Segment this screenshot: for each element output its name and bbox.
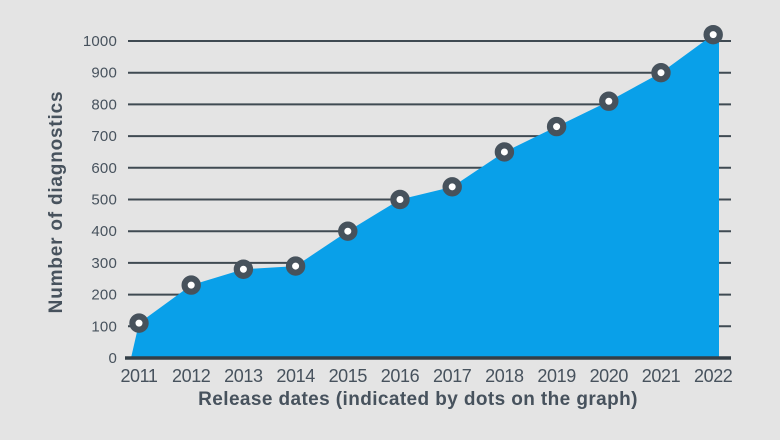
y-tick-label-700: 700	[91, 128, 117, 145]
y-tick-label-300: 300	[91, 255, 117, 272]
x-tick-label-2015: 2015	[329, 366, 368, 386]
x-tick-label-2017: 2017	[433, 366, 472, 386]
y-tick-label-400: 400	[91, 223, 117, 240]
x-tick-label-2013: 2013	[224, 366, 263, 386]
area-fill	[131, 30, 719, 359]
y-tick-label-900: 900	[91, 65, 117, 82]
x-tick-label-2022: 2022	[694, 366, 733, 386]
x-tick-label-2016: 2016	[381, 366, 420, 386]
data-point-markers	[129, 24, 723, 333]
data-point-2013	[233, 259, 254, 279]
y-tick-label-0: 0	[108, 350, 117, 367]
x-tick-label-2021: 2021	[642, 366, 681, 386]
x-tick-label-2012: 2012	[172, 366, 211, 386]
x-tick-label-2014: 2014	[276, 366, 315, 386]
y-axis-title: Number of diagnostics	[46, 90, 67, 314]
data-point-2016	[390, 189, 410, 210]
data-point-2022	[703, 24, 723, 45]
data-point-2014	[285, 256, 306, 276]
x-tick-label-2011: 2011	[120, 366, 157, 386]
data-point-2011	[129, 313, 149, 333]
data-point-2019	[546, 116, 567, 137]
y-tick-label-800: 800	[91, 96, 117, 113]
y-tick-label-600: 600	[91, 160, 117, 177]
x-tick-label-2019: 2019	[537, 366, 576, 386]
data-point-2020	[599, 91, 619, 111]
y-tick-label-1000: 1000	[83, 33, 117, 50]
data-point-2017	[442, 177, 462, 197]
x-tick-labels: 2011 2012 2013 2014 2015 2016 2017 2018 2019 2020…	[120, 366, 733, 386]
data-point-2015	[338, 221, 358, 241]
y-tick-label-100: 100	[91, 318, 117, 335]
data-point-2018	[494, 142, 515, 162]
data-point-2021	[651, 62, 671, 83]
y-tick-label-200: 200	[91, 287, 117, 304]
y-tick-label-500: 500	[91, 192, 117, 209]
x-tick-label-2018: 2018	[485, 366, 524, 386]
x-tick-label-2020: 2020	[590, 366, 629, 386]
y-tick-labels: 0 100 200 300 400 500 600 700 800 900 1000	[83, 33, 117, 367]
data-point-2012	[181, 275, 201, 295]
x-axis-title: Release dates (indicated by dots on the …	[198, 389, 638, 410]
